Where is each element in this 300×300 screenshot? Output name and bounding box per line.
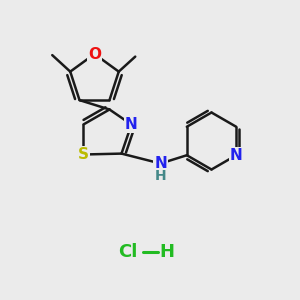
- Text: N: N: [154, 156, 167, 171]
- Text: Cl: Cl: [118, 243, 137, 261]
- Text: N: N: [230, 148, 243, 163]
- Text: S: S: [78, 147, 89, 162]
- Text: H: H: [155, 169, 166, 183]
- Text: O: O: [88, 46, 101, 62]
- Text: H: H: [159, 243, 174, 261]
- Text: N: N: [125, 117, 138, 132]
